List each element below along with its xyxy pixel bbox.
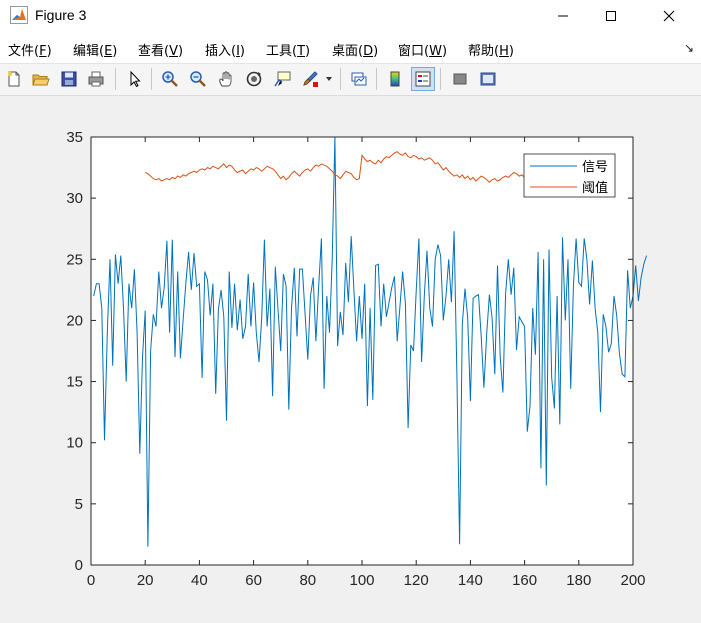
x-tick-label: 140 <box>458 572 483 589</box>
x-tick-label: 160 <box>512 572 537 589</box>
select-arrow-button[interactable] <box>123 67 147 91</box>
axis-ticks: 0 20 40 60 80 100 120 140 160 180 200 0 5 10 15 20 25 30 3… <box>66 129 645 589</box>
new-figure-button[interactable] <box>2 67 26 91</box>
brush-dropdown[interactable] <box>322 67 336 91</box>
x-tick-label: 200 <box>620 572 645 589</box>
y-tick-label: 20 <box>66 312 83 329</box>
x-tick-label: 20 <box>137 572 154 589</box>
link-plot-icon <box>351 72 367 86</box>
legend-button[interactable] <box>411 67 435 91</box>
y-tick-label: 15 <box>66 374 83 391</box>
legend-icon <box>415 71 431 87</box>
menu-help[interactable]: 帮助(H) <box>468 44 514 59</box>
y-tick-label: 30 <box>66 190 83 207</box>
x-tick-label: 180 <box>566 572 591 589</box>
save-icon <box>61 71 77 87</box>
close-button[interactable] <box>646 0 692 32</box>
threshold-line <box>144 151 531 183</box>
y-tick-label: 5 <box>75 496 83 513</box>
open-file-button[interactable] <box>29 67 53 91</box>
x-tick-label: 80 <box>299 572 316 589</box>
print-button[interactable] <box>84 67 108 91</box>
print-icon <box>88 71 104 87</box>
colorbar-icon <box>390 71 400 87</box>
line-chart[interactable]: 0 20 40 60 80 100 120 140 160 180 200 0 5 10 15 20 25 30 3… <box>0 96 701 623</box>
signal-series <box>93 136 647 547</box>
figure-toolbar <box>0 64 701 96</box>
data-cursor-icon <box>274 71 291 87</box>
legend[interactable]: 信号 阈值 <box>523 153 616 198</box>
y-tick-label: 0 <box>75 557 83 574</box>
rotate-3d-button[interactable] <box>242 67 266 91</box>
brush-button[interactable] <box>298 67 322 91</box>
legend-box <box>523 153 616 198</box>
maximize-button[interactable] <box>588 0 634 32</box>
menu-bar: 文件(F) 编辑(E) 查看(V) 插入(I) 工具(T) 桌面(D) 窗口(W… <box>0 32 701 64</box>
rotate-3d-icon <box>246 71 262 87</box>
x-tick-label: 40 <box>191 572 208 589</box>
toolbar-separator <box>440 68 441 90</box>
zoom-in-button[interactable] <box>158 67 182 91</box>
pan-button[interactable] <box>214 67 238 91</box>
legend-label-signal: 信号 <box>582 160 608 175</box>
window-title: Figure 3 <box>35 7 87 23</box>
signal-line <box>93 136 647 547</box>
x-tick-label: 120 <box>404 572 429 589</box>
save-button[interactable] <box>57 67 81 91</box>
show-plot-tools-icon <box>480 72 496 86</box>
y-tick-label: 25 <box>66 251 83 268</box>
menu-tools[interactable]: 工具(T) <box>266 44 311 59</box>
x-tick-label: 60 <box>245 572 262 589</box>
data-cursor-button[interactable] <box>270 67 294 91</box>
minimize-icon <box>558 15 568 17</box>
zoom-out-icon <box>190 71 206 87</box>
x-tick-label: 0 <box>87 572 95 589</box>
y-tick-label: 35 <box>66 129 83 146</box>
colorbar-button[interactable] <box>383 67 407 91</box>
select-arrow-icon <box>130 70 141 88</box>
menu-edit[interactable]: 编辑(E) <box>73 44 118 59</box>
y-tick-label: 10 <box>66 435 83 452</box>
x-tick-label: 100 <box>349 572 374 589</box>
brush-icon <box>303 71 318 87</box>
dock-arrow-icon[interactable]: ↘ <box>684 41 695 55</box>
hide-plot-tools-icon <box>453 73 467 85</box>
title-bar: Figure 3 <box>0 0 701 32</box>
minimize-button[interactable] <box>540 0 586 32</box>
pan-hand-icon <box>219 71 232 87</box>
toolbar-separator <box>115 68 116 90</box>
zoom-out-button[interactable] <box>186 67 210 91</box>
hide-plot-tools-button[interactable] <box>448 67 472 91</box>
menu-file[interactable]: 文件(F) <box>8 44 52 59</box>
zoom-in-icon <box>162 71 178 87</box>
show-plot-tools-button[interactable] <box>476 67 500 91</box>
chevron-down-icon <box>326 77 332 81</box>
figure-canvas[interactable]: 0 20 40 60 80 100 120 140 160 180 200 0 5 10 15 20 25 30 3… <box>0 96 701 623</box>
matlab-icon <box>10 6 28 24</box>
legend-label-threshold: 阈值 <box>582 180 608 196</box>
open-file-icon <box>32 74 50 86</box>
menu-insert[interactable]: 插入(I) <box>205 44 245 59</box>
close-icon <box>663 10 675 22</box>
menu-view[interactable]: 查看(V) <box>138 44 184 59</box>
link-plot-button[interactable] <box>347 67 371 91</box>
toolbar-separator <box>340 68 341 90</box>
menu-desktop[interactable]: 桌面(D) <box>332 44 379 59</box>
axes-background <box>91 137 633 565</box>
toolbar-separator <box>151 68 152 90</box>
maximize-icon <box>606 11 616 21</box>
toolbar-separator <box>376 68 377 90</box>
menu-window[interactable]: 窗口(W) <box>398 44 448 59</box>
new-figure-icon <box>7 71 20 87</box>
threshold-series <box>144 151 531 183</box>
